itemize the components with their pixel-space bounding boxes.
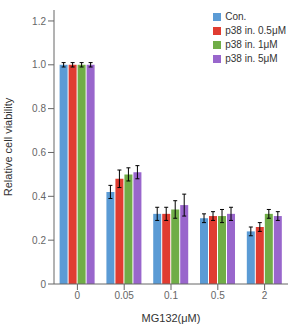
svg-text:0.5: 0.5 — [211, 290, 225, 301]
svg-text:0.6: 0.6 — [32, 147, 46, 158]
svg-text:0.2: 0.2 — [32, 235, 46, 246]
svg-text:0: 0 — [40, 279, 46, 290]
html-text:p38 in. 5μM: p38 in. 5μM — [225, 53, 278, 64]
svg-text:0.8: 0.8 — [32, 103, 46, 114]
svg-text:0.4: 0.4 — [32, 191, 46, 202]
svg-text:0: 0 — [75, 290, 81, 301]
svg-text:1.2: 1.2 — [32, 16, 46, 27]
html-text:p38 in. 1μM: p38 in. 1μM — [225, 39, 278, 50]
svg-text:2: 2 — [262, 290, 268, 301]
svg-text:MG132(μM): MG132(μM) — [142, 312, 201, 324]
html-text:p38 in. 0.5μM: p38 in. 0.5μM — [225, 25, 286, 36]
svg-text:1.0: 1.0 — [32, 59, 46, 70]
svg-text:0.1: 0.1 — [164, 290, 178, 301]
svg-text:Relative cell viability: Relative cell viability — [2, 97, 14, 196]
html-text:Con.: Con. — [225, 11, 247, 22]
svg-text:0.05: 0.05 — [114, 290, 134, 301]
